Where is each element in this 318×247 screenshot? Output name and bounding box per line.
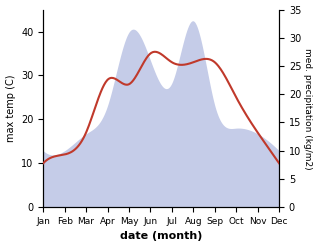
- Y-axis label: max temp (C): max temp (C): [5, 75, 16, 142]
- Y-axis label: med. precipitation (kg/m2): med. precipitation (kg/m2): [303, 48, 313, 169]
- X-axis label: date (month): date (month): [120, 231, 202, 242]
